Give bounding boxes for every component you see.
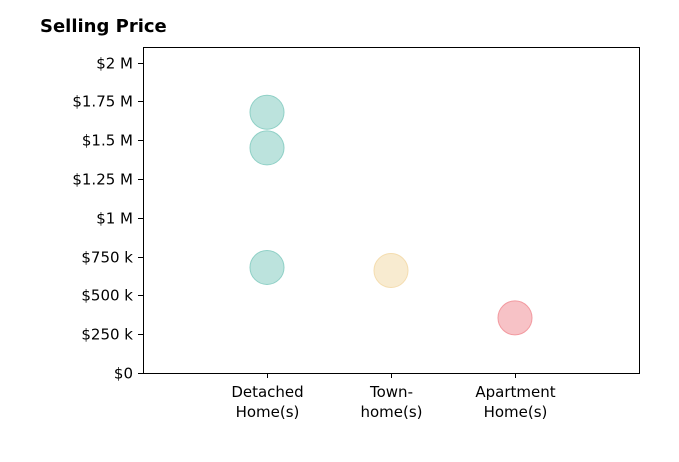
y-tick-label: $1.25 M [72,171,133,189]
x-tick-label: Town-home(s) [360,383,422,421]
data-point [249,249,285,285]
y-tick-label: $1.75 M [72,93,133,111]
y-tick-label: $500 k [81,287,133,305]
y-tick-label: $2 M [96,55,133,73]
y-tick-label: $250 k [81,326,133,344]
data-point [249,130,285,166]
y-tick-label: $0 [114,365,133,383]
data-point [373,253,409,289]
y-tick-label: $750 k [81,249,133,267]
chart-title: Selling Price [40,16,167,37]
x-tick-label: Apartment Home(s) [475,383,555,421]
y-tick-label: $1 M [96,210,133,228]
data-point [497,300,533,336]
x-axis: Detached Home(s) Town-home(s) Apartment Home… [231,373,556,421]
plot-frame [143,47,640,374]
y-tick-label: $1.5 M [82,132,133,150]
y-axis: $0 $250 k $500 k $750 k $1 M $1.25 M $1.5 M $1.… [72,55,143,383]
x-tick-label: Detached Home(s) [231,383,303,421]
data-point [249,94,285,130]
data-points [249,94,533,336]
